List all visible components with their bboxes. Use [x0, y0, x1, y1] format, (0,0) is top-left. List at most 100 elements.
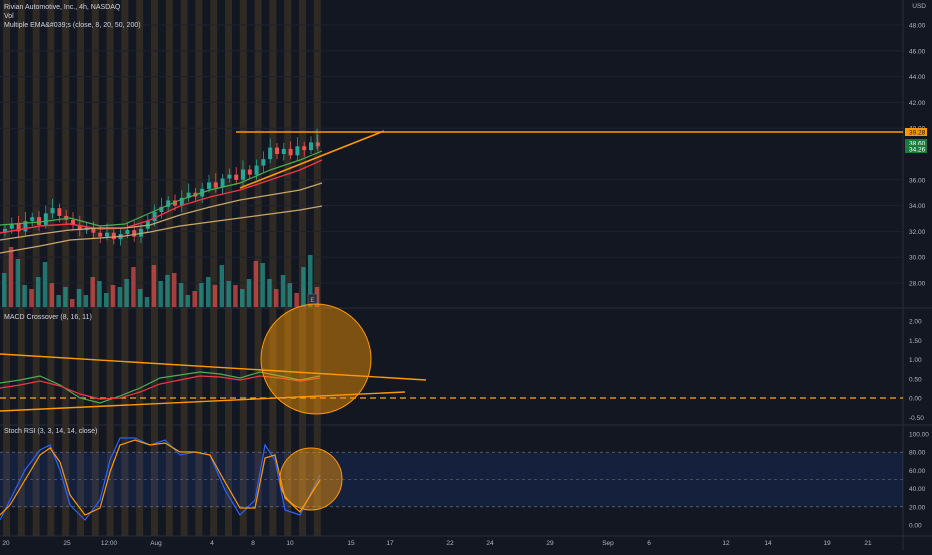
- session-band: [313, 0, 321, 536]
- currency-label: USD: [912, 3, 926, 10]
- candle-body: [173, 200, 177, 206]
- macd-tick-label: 0.50: [909, 376, 922, 383]
- volume-bar: [8, 247, 14, 307]
- stoch-tick-label: 60.00: [909, 468, 926, 475]
- candle-body: [16, 223, 21, 232]
- candle-body: [315, 142, 320, 147]
- candle-body: [302, 146, 307, 151]
- candle-body: [30, 217, 35, 222]
- time-tick-label: 15: [347, 540, 355, 547]
- volume-bar: [104, 293, 109, 307]
- ema-50-line: [0, 182, 323, 241]
- time-tick-label: 22: [446, 540, 454, 547]
- volume-bar: [233, 285, 238, 307]
- volume-bar: [240, 289, 245, 307]
- macd-tick-label: 2.00: [909, 319, 922, 326]
- candle-body: [3, 228, 7, 233]
- volume-bar: [260, 263, 265, 307]
- candle-body: [281, 148, 286, 154]
- macd-pane: [0, 303, 903, 415]
- candle-body: [64, 215, 69, 220]
- session-bands: [3, 0, 321, 536]
- volume-bar: [253, 261, 259, 307]
- candle-body: [111, 232, 116, 240]
- volume-bar: [83, 295, 89, 307]
- macd-tick-label: 0.00: [909, 396, 922, 403]
- session-band: [3, 0, 10, 536]
- session-band: [32, 0, 40, 536]
- stoch-legend[interactable]: Stoch RSI (3, 3, 14, 14, close): [4, 428, 98, 435]
- macd-descending-trendline: [0, 353, 427, 381]
- candle-body: [125, 230, 130, 234]
- volume-bar: [22, 285, 27, 307]
- volume-bar: [124, 279, 129, 307]
- volume-bar: [63, 287, 68, 307]
- stoch-tick-label: 20.00: [909, 504, 926, 511]
- candle-body: [254, 165, 259, 175]
- macd-tick-label: 1.00: [909, 357, 922, 364]
- volume-bar: [308, 255, 313, 307]
- stoch-tick-label: 80.00: [909, 450, 926, 457]
- rising-trendline: [239, 130, 385, 189]
- price-tick-label: 28.00: [909, 281, 926, 288]
- session-band: [180, 0, 188, 536]
- candle-body: [234, 174, 239, 180]
- ema-legend[interactable]: Multiple EMA&#039;s (close, 8, 20, 50, 2…: [4, 22, 141, 29]
- macd-highlight-circle: [260, 303, 372, 415]
- candle-body: [132, 230, 137, 237]
- candle-body: [9, 223, 14, 229]
- volume-bar: [226, 281, 231, 307]
- candle-body: [268, 147, 273, 160]
- price-tick-label: 48.00: [909, 23, 926, 30]
- candle-body: [159, 206, 164, 213]
- volume-bar: [49, 283, 55, 307]
- volume-bar: [144, 297, 150, 307]
- macd-legend[interactable]: MACD Crossover (8, 16, 11): [4, 314, 92, 321]
- volume-bar: [280, 275, 286, 307]
- candle-body: [37, 217, 41, 225]
- session-band: [284, 0, 292, 536]
- trendline-drawings: [236, 130, 903, 189]
- candle-body: [71, 219, 75, 225]
- volume-bar: [206, 277, 211, 307]
- session-band: [77, 0, 84, 536]
- volume-bar: [185, 295, 191, 307]
- ema-20-line: [0, 159, 323, 234]
- volume-bar: [287, 283, 293, 307]
- session-band: [195, 0, 203, 536]
- volume-bar: [172, 273, 177, 307]
- volume-bar: [117, 287, 123, 307]
- stoch-tick-label: 40.00: [909, 486, 926, 493]
- candle-body: [57, 208, 62, 216]
- stoch-highlight-circle: [279, 447, 343, 511]
- volume-bar: [131, 267, 136, 307]
- candle-body: [23, 221, 28, 232]
- volume-bar: [151, 265, 157, 307]
- volume-bar: [199, 283, 204, 307]
- candle-body: [275, 147, 279, 154]
- candle-body: [43, 213, 48, 225]
- candle-body: [166, 200, 171, 207]
- macd-tick-label: -0.50: [909, 415, 924, 422]
- symbol-title[interactable]: Rivian Automotive, Inc., 4h, NASDAQ: [4, 4, 121, 11]
- volume-bar: [70, 299, 75, 307]
- session-band: [136, 0, 144, 536]
- symbol-legend[interactable]: Rivian Automotive, Inc., 4h, NASDAQ Vol …: [4, 3, 141, 30]
- price-tag-label: 38.60: [909, 140, 926, 147]
- volume-bar: [42, 262, 48, 307]
- candle-body: [220, 178, 225, 188]
- volume-bar: [110, 285, 116, 307]
- candle-body: [98, 232, 103, 237]
- volume-bar: [138, 289, 143, 307]
- volume-bars: E: [2, 247, 320, 307]
- candle-body: [105, 232, 109, 237]
- price-tag: [905, 139, 927, 147]
- volume-bar: [165, 275, 170, 307]
- volume-legend[interactable]: Vol: [4, 13, 14, 20]
- time-tick-label: 12:00: [101, 540, 118, 547]
- price-tick-label: 34.00: [909, 203, 926, 210]
- time-tick-label: 20: [2, 540, 10, 547]
